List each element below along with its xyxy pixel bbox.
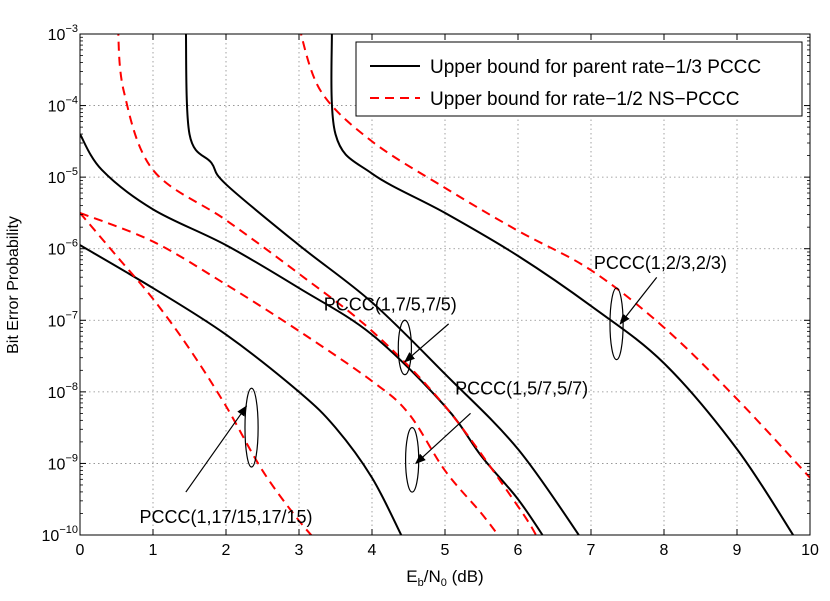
- grid: [80, 34, 810, 535]
- annotation-arrow-0: [185, 405, 248, 493]
- y-tick-label: 10−5: [48, 166, 78, 187]
- series-line-1: [80, 212, 313, 535]
- annotation-arrow-1: [404, 323, 450, 363]
- axis-ticks: 0 1 2 3 4 5 6 7 8 9 10 10−3 10−4 10−5 10−6 10−7 10−8 10−9…: [42, 23, 819, 559]
- annotation-label-1: PCCC(1,7/5,7/5): [324, 295, 457, 315]
- y-tick-label: 10−8: [48, 381, 78, 402]
- annotations: PCCC(1,17/15,17/15) PCCC(1,7/5,7/5) PCCC(1…: [139, 253, 726, 527]
- x-tick-label: 6: [514, 542, 523, 559]
- series-line-5: [117, 34, 538, 535]
- annotation-label-0: PCCC(1,17/15,17/15): [139, 507, 312, 527]
- y-axis-label: Bit Error Probability: [5, 216, 22, 354]
- annotation-arrow-3: [619, 276, 658, 325]
- plot-background: [80, 34, 810, 535]
- series-line-4: [184, 34, 580, 535]
- x-tick-label: 7: [587, 542, 596, 559]
- annotation-ellipse-0: [244, 387, 259, 468]
- series-line-6: [330, 34, 795, 535]
- series-line-3: [80, 211, 500, 535]
- series-line-0: [80, 244, 403, 535]
- y-tick-label: 10−10: [42, 524, 78, 545]
- series-line-7: [299, 34, 810, 479]
- x-axis-label: Eb/N0 (dB): [406, 567, 483, 589]
- series-layer: [80, 34, 810, 535]
- x-tick-label: 4: [368, 542, 377, 559]
- legend: Upper bound for parent rate−1/3 PCCC Upp…: [355, 41, 803, 117]
- x-tick-label: 8: [660, 542, 669, 559]
- y-tick-label: 10−4: [48, 95, 78, 116]
- x-tick-label: 0: [76, 542, 85, 559]
- annotation-arrow-2: [415, 412, 471, 465]
- y-tick-label: 10−9: [48, 452, 78, 473]
- x-tick-label: 5: [441, 542, 450, 559]
- x-tick-label: 10: [801, 542, 819, 559]
- annotation-ellipse-1: [397, 319, 413, 376]
- x-tick-label: 3: [295, 542, 304, 559]
- annotation-label-2: PCCC(1,5/7,5/7): [455, 378, 588, 398]
- x-tick-label: 1: [149, 542, 158, 559]
- y-tick-label: 10−7: [48, 309, 78, 330]
- x-tick-label: 2: [222, 542, 231, 559]
- legend-label-dashed: Upper bound for rate−1/2 NS−PCCC: [430, 89, 739, 110]
- legend-label-solid: Upper bound for parent rate−1/3 PCCC: [430, 57, 761, 78]
- annotation-label-3: PCCC(1,2/3,2/3): [594, 253, 727, 273]
- y-tick-label: 10−3: [48, 23, 78, 44]
- x-tick-label: 9: [733, 542, 742, 559]
- y-tick-label: 10−6: [48, 238, 78, 259]
- legend-box: [355, 41, 803, 117]
